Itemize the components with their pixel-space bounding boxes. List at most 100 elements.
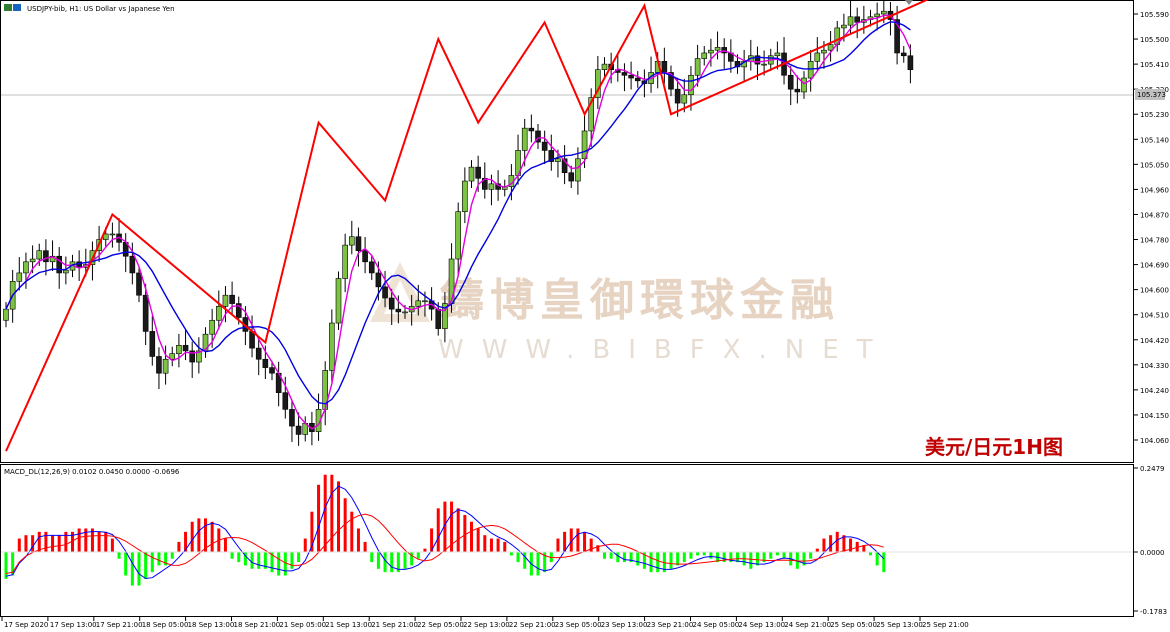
macd-hist-bar xyxy=(396,552,400,573)
candle-body xyxy=(821,49,827,54)
macd-hist-bar xyxy=(310,511,314,552)
candle-body xyxy=(628,74,634,79)
candle-body xyxy=(561,158,568,174)
macd-hist-bar xyxy=(815,548,819,552)
price-axis-label: 105.230 xyxy=(1140,111,1169,119)
scroll-marker-icon[interactable] xyxy=(905,0,913,5)
candle-body xyxy=(575,158,581,182)
macd-hist-bar xyxy=(629,552,633,563)
macd-hist-bar xyxy=(370,552,374,563)
candle-body xyxy=(708,49,714,54)
candle-body xyxy=(109,233,116,236)
macd-hist-bar xyxy=(450,501,454,552)
ma-slow-line xyxy=(5,21,911,405)
time-axis: 17 Sep 2020 17 Sep 13:00 17 Sep 21:00 18 Se… xyxy=(1,617,969,629)
price-axis-label: 104.420 xyxy=(1140,337,1169,345)
macd-hist-bar xyxy=(563,531,567,552)
main-title: USDJPY-bib, H1: US Dollar vs Japanese Ye… xyxy=(4,4,175,13)
macd-hist-bar xyxy=(257,552,261,569)
macd-hist-bar xyxy=(430,528,434,552)
candle-body xyxy=(29,258,36,263)
macd-hist-bar xyxy=(383,552,387,573)
candle-body xyxy=(787,74,794,90)
macd-hist-bar xyxy=(436,508,440,552)
watermark-cn-text: 鑄博皇御環球金融 xyxy=(440,275,840,326)
macd-hist-bar xyxy=(270,552,274,573)
time-axis-label: 25 Sep 13:00 xyxy=(876,621,923,629)
macd-hist-bar xyxy=(476,528,480,552)
price-axis-label: 104.060 xyxy=(1140,437,1169,445)
candle-body xyxy=(262,358,269,368)
candle-body xyxy=(402,311,408,314)
price-axis-label: 104.240 xyxy=(1140,387,1169,395)
macd-hist-bar xyxy=(496,538,500,552)
candle-body xyxy=(395,308,402,313)
macd-hist-bar xyxy=(223,538,227,552)
candle-body xyxy=(521,127,528,151)
macd-hist-bar xyxy=(875,552,879,566)
candle-body xyxy=(601,63,608,70)
macd-hist-bar xyxy=(755,552,759,566)
time-axis-label: 23 Sep 05:00 xyxy=(555,621,602,629)
candle-body xyxy=(23,261,29,274)
ma-fast-line xyxy=(5,14,912,430)
candle-body xyxy=(468,166,475,182)
macd-lines xyxy=(5,485,885,580)
candle-body xyxy=(189,350,195,363)
macd-pane xyxy=(0,464,1134,617)
macd-hist-bar xyxy=(277,552,281,576)
macd-hist-bar xyxy=(104,531,108,552)
candle-body xyxy=(475,166,481,179)
price-axis-label: 105.140 xyxy=(1140,136,1169,144)
macd-hist-bar xyxy=(330,474,334,552)
candle-body xyxy=(235,303,242,318)
macd-hist-bar xyxy=(403,552,407,569)
macd-hist-bar xyxy=(775,552,779,556)
candle-body xyxy=(295,425,302,435)
macd-title-text: MACD_DL(12,26,9) 0.0102 0.0450 0.0000 -0… xyxy=(4,468,180,476)
macd-hist-bar xyxy=(97,531,101,552)
price-axis-label: 105.590 xyxy=(1140,11,1169,19)
macd-hist-bar xyxy=(622,552,626,563)
macd-hist-bar xyxy=(190,521,194,552)
ma-lines xyxy=(5,14,912,430)
price-axis-label: 104.330 xyxy=(1140,362,1169,370)
time-axis-label: 22 Sep 21:00 xyxy=(509,621,556,629)
macd-hist-bar xyxy=(463,515,467,552)
chart-caption: 美元/日元1H图 xyxy=(925,435,1063,459)
candle-body xyxy=(56,255,63,274)
macd-hist-bar xyxy=(682,552,686,563)
zigzag-layer xyxy=(5,0,929,452)
macd-hist-bar xyxy=(44,531,48,552)
time-axis-label: 23 Sep 13:00 xyxy=(601,621,648,629)
macd-hist-bar xyxy=(543,552,547,573)
candle-body xyxy=(142,294,149,332)
macd-hist-bar xyxy=(569,528,573,552)
macd-hist-bar xyxy=(762,552,766,563)
macd-hist-bar xyxy=(842,535,846,552)
macd-hist-bar xyxy=(822,538,826,552)
time-axis-label: 25 Sep 21:00 xyxy=(922,621,969,629)
watermark-en-text: WWW.BIBFX.NET xyxy=(438,335,891,365)
main-pane xyxy=(0,0,1134,463)
candle-body xyxy=(488,183,495,190)
macd-hist-bar xyxy=(483,535,487,552)
candle-body xyxy=(16,272,23,282)
candle-body xyxy=(668,72,674,90)
candle-body xyxy=(136,272,142,296)
candle-body xyxy=(169,353,176,360)
macd-hist-bar xyxy=(676,552,680,566)
macd-hist-bar xyxy=(243,552,247,566)
macd-hist-bar xyxy=(204,518,207,552)
macd-hist-bar xyxy=(882,552,886,573)
candle-body xyxy=(694,58,701,76)
candle-body xyxy=(535,130,541,143)
macd-hist-bar xyxy=(802,552,806,566)
time-axis-label: 22 Sep 05:00 xyxy=(417,621,464,629)
candle-body xyxy=(688,74,694,96)
time-axis-label: 18 Sep 21:00 xyxy=(234,621,281,629)
macd-hist-bar xyxy=(263,552,267,569)
macd-hist-bar xyxy=(350,511,354,552)
candle-body xyxy=(794,88,801,93)
candle-body xyxy=(847,16,854,26)
